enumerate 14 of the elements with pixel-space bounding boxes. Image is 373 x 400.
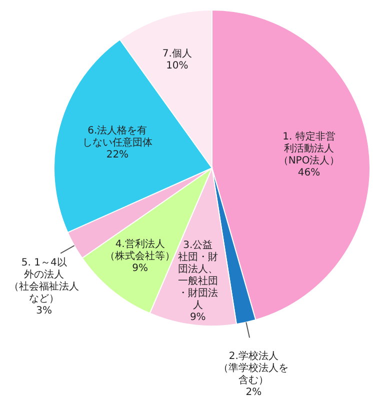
data-label: 9% xyxy=(132,263,148,274)
slice-label: 7.個人 xyxy=(162,48,192,60)
data-label: 22% xyxy=(106,149,129,160)
slice-label: 6.法人格を有しない任意団体 xyxy=(82,124,152,148)
data-label: 2% xyxy=(246,387,262,398)
slice-label: 5. 1～4以外の法人（社会福祉法人など） xyxy=(9,256,80,305)
slice-label: 1. 特定非営利活動法人（NPO法人） xyxy=(278,130,340,166)
data-label: 10% xyxy=(166,60,188,72)
slice-label: 3.公益社団・財団法人、一般社団・財団法人 xyxy=(178,238,218,311)
slice-label: 2.学校法人（準学校法人を含む） xyxy=(218,350,289,386)
data-label: 46% xyxy=(298,167,320,178)
data-label: 9% xyxy=(190,312,206,323)
slice-label: 4.営利法人（株式会社等） xyxy=(105,238,176,262)
data-label: 3% xyxy=(36,306,52,317)
